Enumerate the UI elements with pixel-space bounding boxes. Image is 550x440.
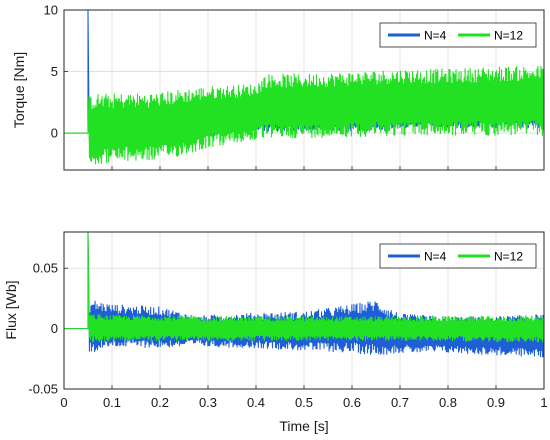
series-line-n12 <box>64 65 545 165</box>
x-tick-label: 0 <box>60 395 67 410</box>
flux-series-layer <box>64 231 545 358</box>
x-tick-label: 1 <box>540 395 547 410</box>
flux-y-ticks: 0.05 0 -0.05 <box>28 261 58 397</box>
torque-y-axis-label: Torque [Nm] <box>11 52 27 128</box>
y-tick-label: 0.05 <box>33 261 58 276</box>
y-tick-label: 5 <box>51 64 58 79</box>
flux-legend: N=4 N=12 <box>379 243 537 269</box>
flux-legend-label-n12: N=12 <box>494 250 523 264</box>
flux-axes-frame <box>63 231 545 390</box>
flux-legend-label-n4: N=4 <box>424 250 447 264</box>
y-tick-label: -0.05 <box>28 382 58 397</box>
x-tick-label: 0.1 <box>103 395 121 410</box>
torque-legend: N=4 N=12 <box>379 22 537 48</box>
y-tick-label: 0 <box>51 321 58 336</box>
series-line-n12 <box>64 231 545 343</box>
x-tick-label: 0.8 <box>439 395 457 410</box>
y-tick-label: 10 <box>44 3 58 18</box>
flux-y-axis-label: Flux [Wb] <box>3 280 19 339</box>
time-x-axis-label: Time [s] <box>279 418 328 434</box>
torque-axes-frame <box>63 9 545 171</box>
x-tick-label: 0.5 <box>295 395 313 410</box>
x-tick-label: 0.3 <box>199 395 217 410</box>
flux-axes: 0.050-0.05 0 0.1 0.2 0.3 0.4 0.5 0.6 0.7 0.8 0.9 1… <box>3 231 548 434</box>
x-tick-label: 0.6 <box>343 395 361 410</box>
torque-y-ticks: 10 5 0 <box>44 3 58 141</box>
torque-legend-label-n12: N=12 <box>494 29 523 43</box>
x-tick-label: 0.4 <box>247 395 265 410</box>
x-tick-label: 0.2 <box>151 395 169 410</box>
y-tick-label: 0 <box>51 126 58 141</box>
torque-series-layer <box>64 9 545 165</box>
flux-x-ticks: 0 0.1 0.2 0.3 0.4 0.5 0.6 0.7 0.8 0.9 1 <box>60 395 547 410</box>
x-tick-label: 0.7 <box>391 395 409 410</box>
torque-axes: 10 5 0 Torque [Nm] N=4 N=12 <box>11 3 545 171</box>
x-tick-label: 0.9 <box>487 395 505 410</box>
torque-legend-label-n4: N=4 <box>424 29 447 43</box>
